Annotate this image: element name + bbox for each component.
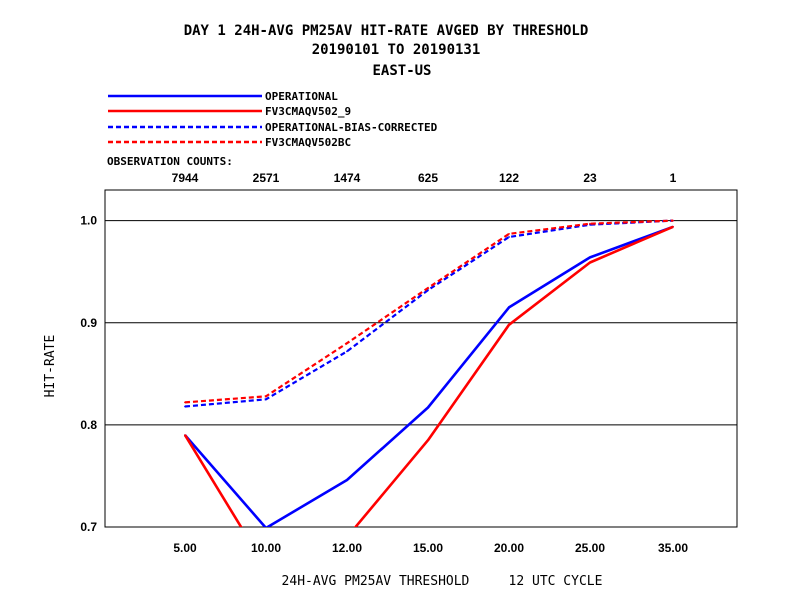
observation-count: 625 (418, 171, 438, 185)
x-tick-label: 35.00 (658, 541, 688, 555)
data-point (346, 536, 348, 538)
x-tick-label: 10.00 (251, 541, 281, 555)
legend-label: OPERATIONAL (265, 90, 338, 103)
data-point (346, 350, 348, 353)
x-tick-label: 20.00 (494, 541, 524, 555)
observation-count: 2571 (253, 171, 280, 185)
data-point (508, 323, 510, 326)
x-tick-label: 12.00 (332, 541, 362, 555)
y-axis-label: HIT-RATE (43, 335, 58, 398)
data-point (346, 342, 348, 345)
y-tick-label: 0.8 (80, 418, 97, 432)
data-point (589, 256, 591, 259)
series-line-4 (184, 219, 674, 404)
data-point (265, 567, 267, 569)
data-point (589, 261, 591, 264)
observation-count: 23 (583, 171, 597, 185)
data-point (427, 287, 429, 289)
data-point (508, 236, 510, 238)
data-point (346, 479, 348, 481)
observation-count: 1474 (334, 171, 361, 185)
legend: OPERATIONAL FV3CMAQV502_9 OPERATIONAL-BIAS… (108, 90, 438, 149)
y-tick-label: 0.7 (80, 520, 97, 534)
x-tick-label: 5.00 (173, 541, 197, 555)
data-point (265, 398, 267, 401)
series-line-1 (184, 225, 674, 527)
data-point (184, 405, 186, 408)
data-point (508, 306, 510, 309)
observation-count: 122 (499, 171, 519, 185)
series-line-3 (184, 219, 674, 408)
series-lines (183, 219, 674, 569)
data-point (672, 219, 674, 222)
observation-count: 1 (670, 171, 677, 185)
x-tick-label: 15.00 (413, 541, 443, 555)
observation-counts: 7944 2571 1474 625 122 23 1 (172, 171, 677, 185)
data-point (427, 406, 429, 409)
legend-label: FV3CMAQV502BC (265, 136, 351, 149)
y-tick-label: 1.0 (80, 214, 97, 228)
data-point (265, 395, 267, 398)
x-tick-label: 25.00 (575, 541, 605, 555)
data-point (184, 401, 186, 404)
chart-region: EAST-US (372, 63, 431, 79)
chart-date-range: 20190101 TO 20190131 (312, 42, 481, 58)
plot-area: 0.7 0.8 0.9 1.0 5.00 10.00 12.00 15.00 20.00 25.0… (80, 189, 738, 569)
data-point (184, 434, 186, 436)
legend-label: OPERATIONAL-BIAS-CORRECTED (265, 121, 438, 134)
observation-count: 7944 (172, 171, 199, 185)
data-point (672, 225, 674, 228)
x-axis-label: 24H-AVG PM25AV THRESHOLD 12 UTC CYCLE (282, 574, 603, 589)
observation-counts-label: OBSERVATION COUNTS: (107, 155, 233, 168)
data-point (589, 222, 591, 225)
y-tick-label: 0.9 (80, 316, 97, 330)
chart-title: DAY 1 24H-AVG PM25AV HIT-RATE AVGED BY T… (184, 23, 589, 39)
chart-title-block: DAY 1 24H-AVG PM25AV HIT-RATE AVGED BY T… (184, 23, 589, 79)
data-point (508, 233, 510, 235)
data-point (427, 439, 429, 442)
legend-label: FV3CMAQV502_9 (265, 105, 351, 118)
